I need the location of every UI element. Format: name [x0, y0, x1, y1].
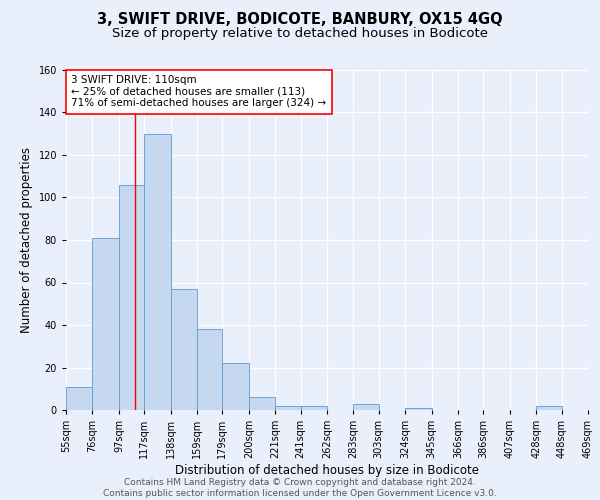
X-axis label: Distribution of detached houses by size in Bodicote: Distribution of detached houses by size …: [175, 464, 479, 477]
Bar: [536, 406, 562, 410]
Bar: [301, 406, 327, 410]
Text: 3 SWIFT DRIVE: 110sqm
← 25% of detached houses are smaller (113)
71% of semi-det: 3 SWIFT DRIVE: 110sqm ← 25% of detached …: [71, 75, 326, 108]
Bar: [405, 408, 431, 410]
Bar: [223, 363, 249, 410]
Bar: [170, 289, 197, 410]
Bar: [275, 406, 301, 410]
Bar: [144, 134, 170, 410]
Bar: [249, 397, 275, 410]
Bar: [197, 329, 223, 410]
Bar: [119, 184, 144, 410]
Text: Size of property relative to detached houses in Bodicote: Size of property relative to detached ho…: [112, 28, 488, 40]
Text: 3, SWIFT DRIVE, BODICOTE, BANBURY, OX15 4GQ: 3, SWIFT DRIVE, BODICOTE, BANBURY, OX15 …: [97, 12, 503, 28]
Bar: [92, 238, 119, 410]
Y-axis label: Number of detached properties: Number of detached properties: [20, 147, 33, 333]
Text: Contains HM Land Registry data © Crown copyright and database right 2024.
Contai: Contains HM Land Registry data © Crown c…: [103, 478, 497, 498]
Bar: [353, 404, 379, 410]
Bar: [66, 386, 92, 410]
